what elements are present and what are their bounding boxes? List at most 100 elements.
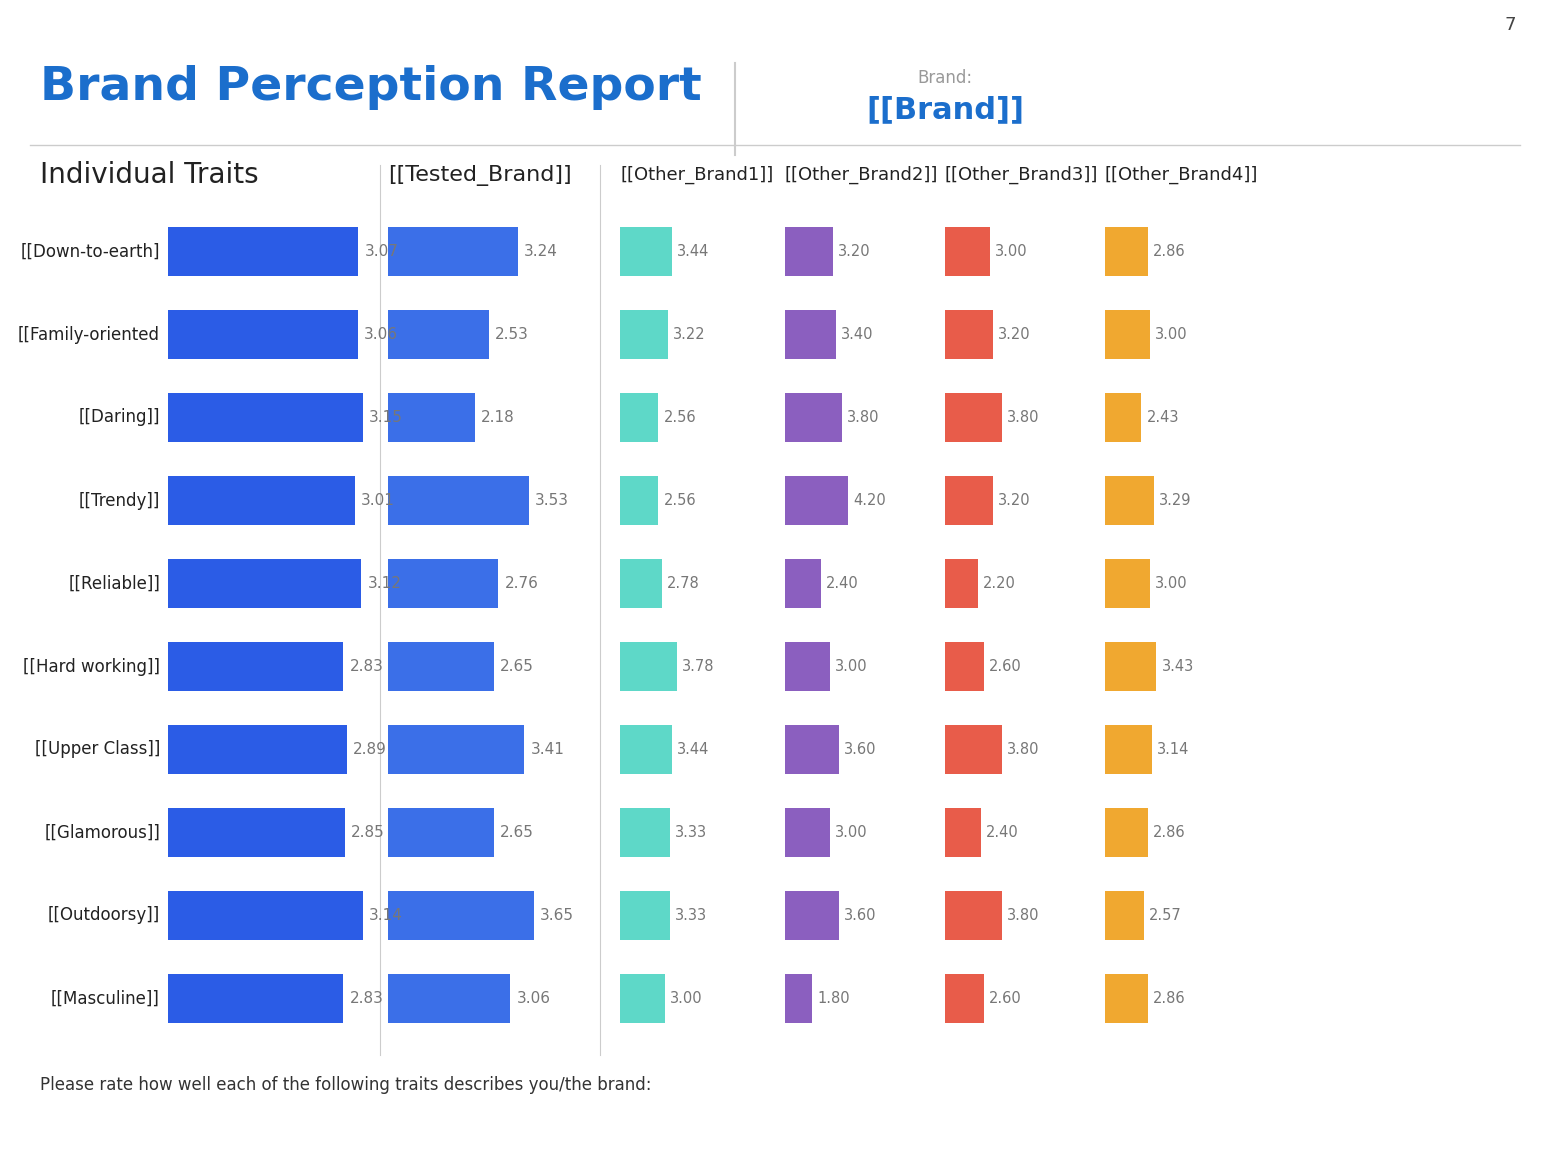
Text: 3.06: 3.06 (516, 991, 550, 1006)
Text: 3.60: 3.60 (845, 742, 876, 757)
Text: 2.83: 2.83 (349, 659, 383, 674)
Text: 3.20: 3.20 (839, 244, 871, 259)
Text: 2.20: 2.20 (983, 576, 1015, 591)
Text: 3.80: 3.80 (1008, 742, 1040, 757)
FancyBboxPatch shape (946, 227, 990, 276)
FancyBboxPatch shape (388, 476, 529, 526)
Text: Individual Traits: Individual Traits (40, 161, 259, 189)
FancyBboxPatch shape (388, 974, 510, 1024)
FancyBboxPatch shape (620, 392, 659, 443)
Text: 2.57: 2.57 (1149, 908, 1181, 923)
FancyBboxPatch shape (167, 559, 361, 608)
Text: 2.86: 2.86 (1153, 825, 1186, 840)
FancyBboxPatch shape (167, 392, 363, 443)
Text: 3.14: 3.14 (369, 908, 403, 923)
FancyBboxPatch shape (167, 642, 344, 691)
Text: 2.65: 2.65 (501, 659, 533, 674)
Text: 3.60: 3.60 (845, 908, 876, 923)
Text: 2.18: 2.18 (480, 411, 515, 425)
FancyBboxPatch shape (167, 309, 358, 360)
Text: 2.89: 2.89 (353, 742, 388, 757)
Text: 3.44: 3.44 (677, 244, 708, 259)
Text: 2.85: 2.85 (350, 825, 384, 840)
Text: 3.07: 3.07 (364, 244, 398, 259)
FancyBboxPatch shape (784, 227, 832, 276)
FancyBboxPatch shape (1105, 642, 1156, 691)
Text: 3.20: 3.20 (998, 493, 1031, 508)
FancyBboxPatch shape (1105, 890, 1144, 941)
FancyBboxPatch shape (167, 974, 344, 1024)
Text: [[Brand]]: [[Brand]] (866, 95, 1025, 124)
FancyBboxPatch shape (1105, 227, 1149, 276)
Text: 2.60: 2.60 (989, 659, 1021, 674)
FancyBboxPatch shape (620, 227, 671, 276)
Text: [[Other_Brand2]]: [[Other_Brand2]] (784, 166, 938, 184)
Text: 3.00: 3.00 (995, 244, 1028, 259)
Text: 3.00: 3.00 (835, 659, 868, 674)
FancyBboxPatch shape (620, 559, 662, 608)
FancyBboxPatch shape (388, 392, 476, 443)
Text: 3.80: 3.80 (1008, 411, 1040, 425)
FancyBboxPatch shape (946, 974, 984, 1024)
Text: 2.86: 2.86 (1153, 244, 1186, 259)
FancyBboxPatch shape (946, 807, 981, 858)
Text: [[Trendy]]: [[Trendy]] (79, 491, 160, 509)
FancyBboxPatch shape (620, 642, 677, 691)
Text: [[Family-oriented: [[Family-oriented (19, 325, 160, 344)
FancyBboxPatch shape (1105, 559, 1150, 608)
Text: 2.60: 2.60 (989, 991, 1021, 1006)
Text: [[Upper Class]]: [[Upper Class]] (34, 741, 160, 759)
Text: [[Down-to-earth]: [[Down-to-earth] (20, 243, 160, 261)
Text: 2.65: 2.65 (501, 825, 533, 840)
Text: 7: 7 (1504, 16, 1516, 34)
FancyBboxPatch shape (388, 807, 494, 858)
Text: 2.40: 2.40 (986, 825, 1018, 840)
Text: 3.00: 3.00 (1155, 327, 1187, 342)
Text: Brand Perception Report: Brand Perception Report (40, 66, 702, 110)
FancyBboxPatch shape (388, 890, 535, 941)
Text: 2.56: 2.56 (663, 411, 696, 425)
Text: 3.14: 3.14 (1158, 742, 1189, 757)
Text: 3.24: 3.24 (524, 244, 558, 259)
Text: [[Reliable]]: [[Reliable]] (68, 575, 160, 592)
Text: 3.22: 3.22 (673, 327, 705, 342)
Text: [[Glamorous]]: [[Glamorous]] (43, 823, 160, 842)
Text: [[Masculine]]: [[Masculine]] (51, 989, 160, 1007)
FancyBboxPatch shape (784, 559, 822, 608)
FancyBboxPatch shape (167, 890, 363, 941)
Text: [[Tested_Brand]]: [[Tested_Brand]] (388, 164, 572, 185)
Text: [[Daring]]: [[Daring]] (79, 408, 160, 427)
FancyBboxPatch shape (1105, 476, 1155, 526)
Text: 3.06: 3.06 (364, 327, 398, 342)
Text: [[Other_Brand4]]: [[Other_Brand4]] (1105, 166, 1259, 184)
Text: 3.01: 3.01 (361, 493, 395, 508)
Text: 2.56: 2.56 (663, 493, 696, 508)
Text: 3.80: 3.80 (846, 411, 879, 425)
FancyBboxPatch shape (784, 392, 842, 443)
Text: 1.80: 1.80 (817, 991, 849, 1006)
FancyBboxPatch shape (1105, 974, 1149, 1024)
Text: 2.78: 2.78 (666, 576, 699, 591)
FancyBboxPatch shape (946, 642, 984, 691)
FancyBboxPatch shape (620, 724, 671, 774)
FancyBboxPatch shape (784, 890, 839, 941)
FancyBboxPatch shape (388, 227, 518, 276)
Text: 3.12: 3.12 (367, 576, 401, 591)
Text: 3.20: 3.20 (998, 327, 1031, 342)
Text: 3.29: 3.29 (1159, 493, 1192, 508)
FancyBboxPatch shape (946, 890, 1001, 941)
FancyBboxPatch shape (784, 807, 829, 858)
FancyBboxPatch shape (620, 309, 668, 360)
Text: 4.20: 4.20 (853, 493, 885, 508)
Text: Brand:: Brand: (918, 69, 972, 87)
Text: 3.33: 3.33 (674, 908, 707, 923)
FancyBboxPatch shape (167, 227, 358, 276)
FancyBboxPatch shape (388, 559, 499, 608)
Text: 2.86: 2.86 (1153, 991, 1186, 1006)
FancyBboxPatch shape (167, 807, 344, 858)
Text: 3.00: 3.00 (670, 991, 702, 1006)
Text: 2.43: 2.43 (1147, 411, 1180, 425)
FancyBboxPatch shape (620, 974, 665, 1024)
Text: [[Outdoorsy]]: [[Outdoorsy]] (48, 906, 160, 925)
Text: [[Other_Brand3]]: [[Other_Brand3]] (946, 166, 1099, 184)
